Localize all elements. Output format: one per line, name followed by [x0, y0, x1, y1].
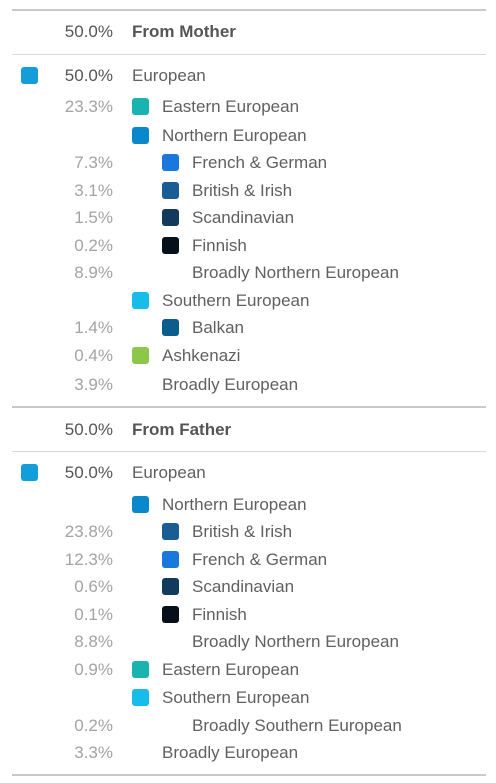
- british-irish-swatch: [162, 523, 179, 540]
- row-label: French & German: [192, 550, 328, 569]
- father-header-label: From Father: [132, 420, 232, 439]
- top-divider: [12, 9, 486, 11]
- father-row-scandinavian[interactable]: 0.6% Scandinavian: [0, 575, 496, 599]
- row-pct: 3.9%: [74, 375, 113, 394]
- row-pct: 50.0%: [64, 463, 113, 482]
- father-header-pct: 50.0%: [64, 420, 113, 439]
- row-pct: 23.8%: [64, 522, 113, 541]
- row-label: Northern European: [162, 495, 307, 514]
- bottom-divider: [12, 774, 486, 776]
- mother-row-northern-european[interactable]: Northern European: [0, 124, 496, 148]
- row-pct: 1.5%: [74, 208, 113, 227]
- northern-european-swatch: [132, 496, 149, 513]
- row-label: Finnish: [192, 236, 247, 255]
- balkan-swatch: [162, 319, 179, 336]
- finnish-swatch: [162, 237, 179, 254]
- section-divider: [12, 406, 486, 408]
- mother-row-broadly-european[interactable]: 3.9% Broadly European: [0, 373, 496, 397]
- row-label: Northern European: [162, 126, 307, 145]
- row-label: Broadly European: [162, 375, 299, 394]
- row-pct: 3.1%: [74, 181, 113, 200]
- row-label: French & German: [192, 153, 328, 172]
- french-german-swatch: [162, 551, 179, 568]
- northern-european-swatch: [132, 127, 149, 144]
- row-pct: 8.9%: [74, 263, 113, 282]
- row-label: Scandinavian: [192, 577, 295, 596]
- row-label: European: [132, 463, 206, 482]
- mother-row-ashkenazi[interactable]: 0.4% Ashkenazi: [0, 344, 496, 368]
- row-label: Eastern European: [162, 97, 300, 116]
- mother-header-pct: 50.0%: [64, 22, 113, 41]
- father-row-broadly-northern-european[interactable]: 8.8% Broadly Northern European: [0, 630, 496, 654]
- row-label: Broadly European: [162, 743, 299, 762]
- row-label: Finnish: [192, 605, 247, 624]
- scandinavian-swatch: [162, 209, 179, 226]
- southern-european-swatch: [132, 292, 149, 309]
- row-pct: 0.6%: [74, 577, 113, 596]
- father-row-broadly-european[interactable]: 3.3% Broadly European: [0, 741, 496, 765]
- row-label: British & Irish: [192, 522, 293, 541]
- eastern-european-swatch: [132, 661, 149, 678]
- european-swatch: [21, 464, 38, 481]
- row-label: Broadly Southern European: [192, 716, 402, 735]
- father-row-northern-european[interactable]: Northern European: [0, 493, 496, 517]
- french-german-swatch: [162, 154, 179, 171]
- mother-row-eastern-european[interactable]: 23.3% Eastern European: [0, 95, 496, 119]
- row-label: Broadly Northern European: [192, 263, 399, 282]
- row-pct: 0.1%: [74, 605, 113, 624]
- father-row-southern-european[interactable]: Southern European: [0, 686, 496, 710]
- row-pct: 0.2%: [74, 716, 113, 735]
- mother-row-southern-european[interactable]: Southern European: [0, 289, 496, 313]
- mother-row-balkan[interactable]: 1.4% Balkan: [0, 316, 496, 340]
- row-pct: 23.3%: [64, 97, 113, 116]
- southern-european-swatch: [132, 689, 149, 706]
- row-pct: 0.9%: [74, 660, 113, 679]
- row-label: Balkan: [192, 318, 244, 337]
- row-label: Scandinavian: [192, 208, 295, 227]
- mother-row-french-german[interactable]: 7.3% French & German: [0, 151, 496, 175]
- father-row-broadly-southern-european[interactable]: 0.2% Broadly Southern European: [0, 714, 496, 738]
- father-row-french-german[interactable]: 12.3% French & German: [0, 548, 496, 572]
- row-pct: 7.3%: [74, 153, 113, 172]
- mother-header-label: From Mother: [132, 22, 236, 41]
- row-label: Southern European: [162, 688, 310, 707]
- father-header-divider: [12, 451, 486, 452]
- father-row-european[interactable]: 50.0% European: [0, 461, 496, 485]
- european-swatch: [21, 67, 38, 84]
- mother-row-broadly-northern-european[interactable]: 8.9% Broadly Northern European: [0, 261, 496, 285]
- father-header: 50.0% From Father: [0, 418, 496, 442]
- mother-row-european[interactable]: 50.0% European: [0, 64, 496, 88]
- father-row-finnish[interactable]: 0.1% Finnish: [0, 603, 496, 627]
- row-pct: 12.3%: [64, 550, 113, 569]
- finnish-swatch: [162, 606, 179, 623]
- row-label: British & Irish: [192, 181, 293, 200]
- ashkenazi-swatch: [132, 347, 149, 364]
- row-label: Broadly Northern European: [192, 632, 399, 651]
- father-row-british-irish[interactable]: 23.8% British & Irish: [0, 520, 496, 544]
- mother-row-finnish[interactable]: 0.2% Finnish: [0, 234, 496, 258]
- row-pct: 8.8%: [74, 632, 113, 651]
- eastern-european-swatch: [132, 98, 149, 115]
- mother-header: 50.0% From Mother: [0, 20, 496, 44]
- mother-row-scandinavian[interactable]: 1.5% Scandinavian: [0, 206, 496, 230]
- row-pct: 50.0%: [64, 66, 113, 85]
- mother-header-divider: [12, 54, 486, 55]
- row-pct: 0.2%: [74, 236, 113, 255]
- father-row-eastern-european[interactable]: 0.9% Eastern European: [0, 658, 496, 682]
- british-irish-swatch: [162, 182, 179, 199]
- row-label: Eastern European: [162, 660, 300, 679]
- mother-row-british-irish[interactable]: 3.1% British & Irish: [0, 179, 496, 203]
- row-pct: 1.4%: [74, 318, 113, 337]
- row-label: Ashkenazi: [162, 346, 241, 365]
- row-label: European: [132, 66, 206, 85]
- row-pct: 0.4%: [74, 346, 113, 365]
- row-pct: 3.3%: [74, 743, 113, 762]
- scandinavian-swatch: [162, 578, 179, 595]
- row-label: Southern European: [162, 291, 310, 310]
